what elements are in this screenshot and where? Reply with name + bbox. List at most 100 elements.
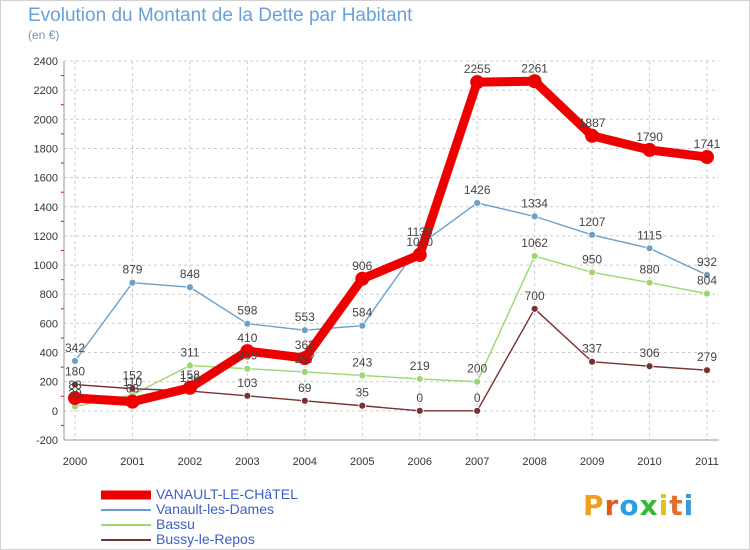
legend-swatch xyxy=(101,508,151,511)
data-label: 1115 xyxy=(637,228,662,242)
data-point-2 xyxy=(415,375,424,383)
x-tick-label: 2005 xyxy=(350,456,374,468)
data-point-1 xyxy=(186,283,194,292)
data-label: 35 xyxy=(356,386,370,400)
data-point-0 xyxy=(297,351,312,366)
data-point-0 xyxy=(355,271,370,286)
data-label: 136 xyxy=(180,371,200,385)
data-label: 1741 xyxy=(694,137,721,151)
y-tick-label: 1000 xyxy=(34,260,58,272)
data-point-1 xyxy=(358,321,367,330)
series-line-0 xyxy=(70,76,712,407)
data-label: 848 xyxy=(180,267,200,281)
x-tick-label: 2003 xyxy=(235,456,259,468)
data-point-3 xyxy=(243,391,252,400)
data-label: 410 xyxy=(237,331,257,345)
y-tick-label: 400 xyxy=(40,348,58,360)
data-label: 553 xyxy=(295,310,315,324)
data-point-2 xyxy=(703,289,711,298)
data-point-0 xyxy=(68,391,82,406)
data-point-1 xyxy=(588,231,596,239)
data-label: 1207 xyxy=(579,215,606,229)
data-point-0 xyxy=(585,128,600,143)
data-point-0 xyxy=(700,150,714,165)
data-label: 306 xyxy=(640,346,660,360)
data-label: 279 xyxy=(697,350,717,364)
data-label: 906 xyxy=(352,259,372,273)
data-label: 88 xyxy=(68,378,82,392)
data-label: 2255 xyxy=(464,62,491,76)
data-label: 69 xyxy=(298,381,312,395)
data-label: 243 xyxy=(352,355,372,369)
legend-item: VANAULT-LE-CHâTEL xyxy=(101,486,421,502)
data-label: 158 xyxy=(180,368,200,382)
data-point-1 xyxy=(703,271,711,279)
data-label: 103 xyxy=(237,376,257,390)
data-label: 63 xyxy=(126,382,140,396)
data-point-3 xyxy=(71,380,79,389)
logo-letter: x xyxy=(639,489,659,522)
data-label: 1062 xyxy=(521,236,548,250)
legend-label: Bassu xyxy=(156,516,195,532)
data-label: 0 xyxy=(474,391,481,405)
data-label: 2261 xyxy=(521,61,548,75)
data-label: 337 xyxy=(582,342,602,356)
data-point-3 xyxy=(128,384,137,393)
plot-area xyxy=(64,61,719,440)
y-tick-label: 1200 xyxy=(34,231,58,243)
chart-subtitle: (en €) xyxy=(28,28,60,42)
data-label: 30 xyxy=(68,386,82,400)
data-label: 311 xyxy=(180,346,199,360)
y-tick-label: 800 xyxy=(40,289,58,301)
series-line-1 xyxy=(74,202,708,362)
y-tick-label: 2000 xyxy=(34,114,58,126)
data-point-0 xyxy=(642,142,657,157)
proxiti-logo: Proxiti xyxy=(583,489,694,522)
y-tick-label: 1800 xyxy=(34,143,58,155)
data-point-2 xyxy=(530,252,539,260)
data-point-3 xyxy=(415,406,424,415)
data-label: 1070 xyxy=(406,235,433,249)
data-point-2 xyxy=(300,368,309,376)
data-label: 180 xyxy=(65,365,85,379)
data-point-1 xyxy=(71,357,79,365)
data-point-3 xyxy=(358,401,367,410)
data-point-2 xyxy=(473,377,482,386)
legend-item: Bassu xyxy=(101,516,421,532)
data-point-3 xyxy=(300,396,309,405)
logo-letter: P xyxy=(583,489,605,522)
data-label: 0 xyxy=(416,391,423,405)
y-tick-label: 1400 xyxy=(34,202,58,214)
data-point-2 xyxy=(186,361,194,370)
y-tick-label: -200 xyxy=(36,435,58,447)
x-tick-label: 2006 xyxy=(407,456,431,468)
x-tick-label: 2010 xyxy=(637,456,661,468)
data-label: 342 xyxy=(65,341,85,355)
data-point-0 xyxy=(527,74,542,89)
x-tick-label: 2001 xyxy=(120,456,144,468)
x-tick-label: 2002 xyxy=(178,456,202,468)
data-point-2 xyxy=(588,268,596,277)
x-tick-label: 2004 xyxy=(293,456,317,468)
data-label: 584 xyxy=(352,306,372,320)
data-label: 1887 xyxy=(579,116,606,130)
data-point-2 xyxy=(645,278,654,287)
data-point-2 xyxy=(358,371,367,380)
x-tick-label: 2008 xyxy=(522,456,546,468)
chart-title: Evolution du Montant de la Dette par Hab… xyxy=(28,5,413,26)
data-point-3 xyxy=(530,304,539,313)
legend-swatch xyxy=(101,538,151,541)
legend-item: Vanault-les-Dames xyxy=(101,501,421,517)
logo-letter: r xyxy=(604,489,620,522)
data-point-0 xyxy=(182,380,197,395)
data-label: 700 xyxy=(525,289,545,303)
data-label: 804 xyxy=(697,274,717,288)
data-point-1 xyxy=(128,278,137,287)
y-tick-label: 200 xyxy=(40,377,58,389)
y-tick-label: 2400 xyxy=(34,56,58,68)
y-tick-label: 0 xyxy=(52,406,58,418)
data-label: 1139 xyxy=(407,225,433,239)
logo-letter: i xyxy=(658,489,670,522)
